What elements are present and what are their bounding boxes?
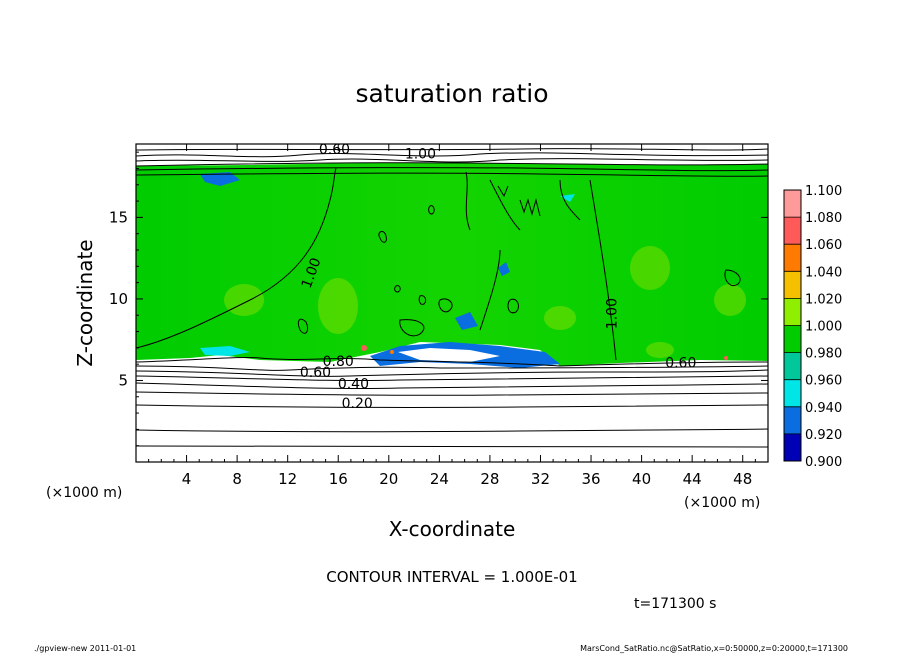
- x-tick-label: 8: [232, 470, 242, 488]
- contour-label: 0.40: [338, 377, 369, 393]
- footer-right: MarsCond_SatRatio.nc@SatRatio,x=0:50000,…: [580, 644, 848, 653]
- x-tick-label: 32: [531, 470, 550, 488]
- x-tick-label: 20: [379, 470, 398, 488]
- contour-label: 1.00: [604, 298, 620, 329]
- colorbar-swatch: [784, 298, 801, 326]
- colorbar-label: 0.960: [805, 374, 842, 389]
- colorbar-label: 1.100: [805, 184, 842, 199]
- contours-interior: [136, 167, 741, 361]
- x-tick-label: 24: [430, 470, 449, 488]
- colorbar-swatch: [784, 217, 801, 245]
- colorbar-label: 0.900: [805, 455, 842, 470]
- y-tick-label: 5: [118, 371, 128, 389]
- contour-label: 1.00: [405, 147, 436, 163]
- x-tick-label: 48: [733, 470, 752, 488]
- colorbar-label: 0.980: [805, 347, 842, 362]
- y-axis-label: Z-coordinate: [73, 239, 97, 366]
- colorbar-swatch: [784, 433, 801, 461]
- y-tick-label: 10: [109, 290, 128, 308]
- contour-label: 0.20: [342, 396, 373, 412]
- supersaturated-patches: [224, 246, 746, 358]
- x-tick-label: 40: [632, 470, 651, 488]
- y-tick-label: 15: [109, 208, 128, 226]
- colorbar-swatch: [784, 271, 801, 299]
- contour-label: 0.60: [300, 365, 331, 381]
- z-unit-label: (×1000 m): [684, 495, 760, 511]
- contour-label: 0.60: [665, 355, 696, 371]
- x-unit-label: (×1000 m): [46, 485, 122, 501]
- x-tick-label: 16: [329, 470, 348, 488]
- colorbar-swatch: [784, 379, 801, 407]
- x-tick-label: 36: [581, 470, 600, 488]
- colorbar-label: 1.060: [805, 238, 842, 253]
- colorbar-label: 1.040: [805, 265, 842, 280]
- contours-upper: [136, 148, 768, 177]
- colorbar-swatch: [784, 352, 801, 380]
- contour-label: 0.80: [323, 354, 354, 370]
- colorbar-swatch: [784, 244, 801, 272]
- colorbar-label: 0.940: [805, 401, 842, 416]
- colorbar-swatch: [784, 325, 801, 353]
- colorbar-swatch: [784, 190, 801, 218]
- time-label: t=171300 s: [634, 596, 716, 612]
- contour-label: 0.60: [319, 142, 350, 158]
- colorbar-swatch: [784, 406, 801, 434]
- x-tick-label: 28: [480, 470, 499, 488]
- colorbar-label: 1.020: [805, 292, 842, 307]
- colorbar-label: 0.920: [805, 428, 842, 443]
- x-axis-ticks: 4 8 12 16 20 24 28 32 36 40 44 48: [148, 144, 756, 488]
- colorbar-label: 1.080: [805, 211, 842, 226]
- colorbar: 1.100 1.080 1.060 1.040 1.020 1.000 0.980 0.960…: [783, 184, 842, 470]
- subsaturated-fringe: [200, 172, 728, 368]
- x-tick-label: 12: [278, 470, 297, 488]
- region-saturated-layer: [136, 163, 768, 366]
- plot-area: [136, 144, 768, 462]
- x-tick-label: 44: [683, 470, 702, 488]
- y-axis-ticks: 5 10 15: [109, 151, 768, 447]
- chart-title: saturation ratio: [355, 79, 548, 108]
- x-tick-label: 4: [182, 470, 192, 488]
- footer-left: ./gpview-new 2011-01-01: [34, 644, 136, 653]
- x-axis-label: X-coordinate: [389, 517, 516, 541]
- contour-interval: CONTOUR INTERVAL = 1.000E-01: [326, 568, 577, 586]
- colorbar-label: 1.000: [805, 320, 842, 335]
